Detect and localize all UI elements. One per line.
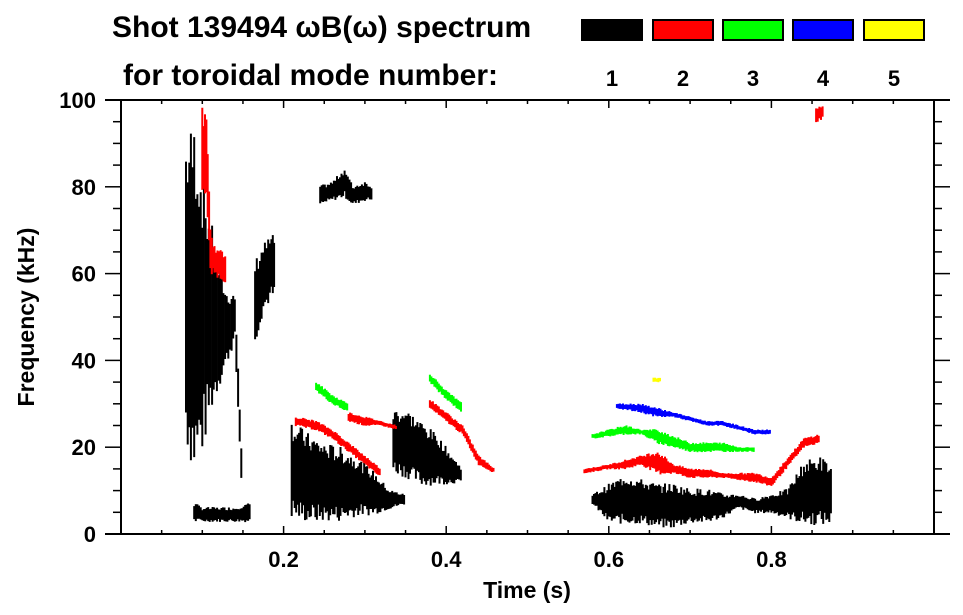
series-mode-4 <box>615 403 771 435</box>
axes: 0.2 0.4 0.6 0.8 0 20 40 60 80 100 <box>59 88 950 572</box>
legend-swatch-mode-3 <box>722 19 784 41</box>
series-mode-2 <box>428 400 495 472</box>
x-tick-label: 0.2 <box>268 547 299 572</box>
y-axis-title: Frequency (kHz) <box>13 228 39 407</box>
y-tick-label: 40 <box>72 348 96 373</box>
y-tick-label: 100 <box>59 88 96 113</box>
y-tick-label: 0 <box>84 522 96 547</box>
series-mode-3 <box>428 374 462 412</box>
legend-swatch-mode-2 <box>652 19 714 41</box>
series-mode-3 <box>591 425 755 453</box>
series-mode-2 <box>347 412 397 429</box>
chart-title: Shot 139494 ωB(ω) spectrum <box>112 11 531 44</box>
x-axis-title: Time (s) <box>483 577 571 603</box>
legend-label-mode-3: 3 <box>747 66 759 91</box>
series-mode-1 <box>392 412 462 486</box>
series-mode-2 <box>815 106 824 123</box>
y-tick-label: 60 <box>72 262 96 287</box>
x-tick-label: 0.6 <box>594 547 625 572</box>
legend-swatch-mode-4 <box>792 19 854 41</box>
series-mode-1 <box>591 457 832 528</box>
series-mode-1 <box>185 133 243 478</box>
series-mode-1 <box>319 170 373 204</box>
legend-label-mode-5: 5 <box>888 66 900 91</box>
series-mode-2 <box>583 434 820 486</box>
x-tick-label: 0.8 <box>756 547 787 572</box>
series-mode-5 <box>652 377 661 383</box>
legend-label-mode-4: 4 <box>817 66 830 91</box>
series-mode-2 <box>294 417 381 476</box>
legend: 1 2 3 4 5 <box>581 19 925 91</box>
series-mode-2 <box>201 107 227 283</box>
x-tick-label: 0.4 <box>431 547 462 572</box>
legend-title: for toroidal mode number: <box>123 59 498 92</box>
series-mode-1 <box>254 235 276 340</box>
legend-swatch-mode-1 <box>581 19 643 41</box>
y-tick-label: 80 <box>72 175 96 200</box>
spectrum-marks <box>185 106 832 528</box>
series-mode-1 <box>290 424 406 521</box>
legend-label-mode-2: 2 <box>677 66 689 91</box>
y-tick-label: 20 <box>72 435 96 460</box>
series-mode-3 <box>315 382 349 411</box>
series-mode-1 <box>193 503 251 523</box>
legend-swatch-mode-5 <box>863 19 925 41</box>
legend-label-mode-1: 1 <box>606 66 618 91</box>
